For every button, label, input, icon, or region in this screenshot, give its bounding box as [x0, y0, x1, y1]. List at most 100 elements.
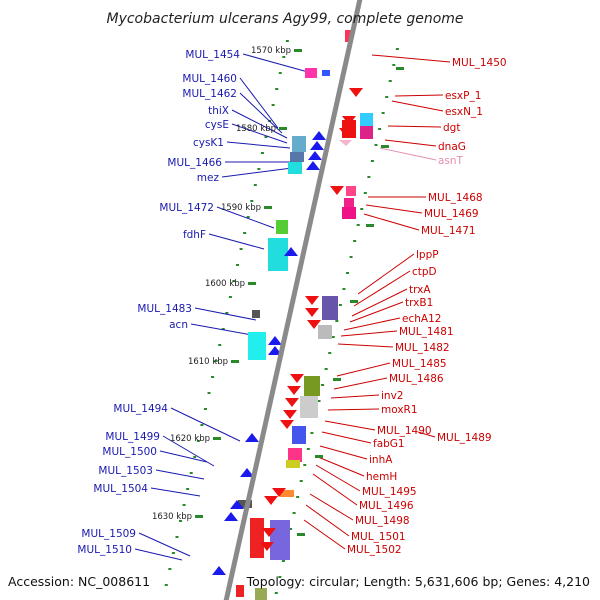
gene-feature: [288, 448, 302, 462]
gene-label-right: hemH: [366, 471, 397, 483]
gene-arrow-reverse: [339, 140, 352, 146]
pointer-line: [417, 431, 436, 438]
gene-feature: [304, 376, 320, 396]
minor-tick: [207, 392, 211, 394]
gene-label-right: MUL_1482: [395, 342, 450, 354]
gene-feature: [280, 490, 294, 497]
minor-tick: [346, 272, 350, 274]
minor-tick: [342, 288, 346, 290]
gene-label-left: MUL_1504: [93, 483, 148, 495]
gene-label-right: MUL_1471: [421, 225, 476, 237]
gene-label-right: asnT: [438, 155, 464, 167]
minor-tick: [374, 144, 378, 146]
major-tick: [297, 533, 305, 536]
pointer-line: [319, 445, 368, 460]
minor-tick: [239, 248, 243, 250]
pointer-line: [221, 167, 293, 178]
gene-label-left: thiX: [208, 105, 229, 117]
pointer-line: [150, 487, 201, 497]
gene-label-left: MUL_1466: [167, 157, 222, 169]
minor-tick: [189, 472, 193, 474]
gene-label-left: MUL_1483: [137, 303, 192, 315]
minor-tick: [392, 64, 396, 66]
gene-label-right: MUL_1490: [377, 425, 432, 437]
gene-feature: [305, 68, 317, 78]
gene-label-left: cysK1: [193, 137, 224, 149]
genome-summary-text: Topology: circular; Length: 5,631,606 bp…: [246, 574, 590, 589]
minor-tick: [388, 80, 392, 82]
gene-arrow-reverse: [264, 496, 278, 505]
minor-tick: [289, 528, 293, 530]
pointer-line: [349, 301, 404, 323]
gene-label-left: fdhF: [183, 229, 206, 241]
kbp-scale: 1570 kbp 1580 kbp 1590 kbp 1600 kbp 1610 kbp…: [152, 46, 404, 536]
gene-arrow-forward: [284, 247, 298, 256]
minor-tick: [321, 384, 325, 386]
gene-label-right: MUL_1502: [347, 544, 402, 556]
gene-label-right: MUL_1450: [452, 57, 507, 69]
gene-label-left: MUL_1509: [81, 528, 136, 540]
minor-tick: [299, 480, 303, 482]
gene-arrow-forward: [268, 336, 282, 345]
gene-feature: [322, 296, 338, 320]
gene-label-right: moxR1: [381, 404, 418, 416]
gene-arrow-reverse: [272, 488, 286, 497]
pointer-line: [231, 123, 288, 144]
minor-tick: [331, 336, 335, 338]
gene-label-right: lppP: [416, 249, 439, 261]
gene-label-right: trxA: [409, 284, 431, 296]
gene-label-right: esxP_1: [445, 90, 481, 102]
gene-arrow-reverse: [290, 374, 304, 383]
pointer-line: [394, 94, 444, 97]
minor-tick: [360, 208, 364, 210]
minor-tick: [363, 192, 367, 194]
pointer-line: [384, 139, 437, 147]
minor-tick: [271, 104, 275, 106]
major-tick: [333, 378, 341, 381]
minor-tick: [328, 352, 332, 354]
gene-label-right: MUL_1481: [399, 326, 454, 338]
gene-feature: [238, 500, 252, 508]
minor-tick: [275, 88, 279, 90]
minor-tick: [356, 224, 360, 226]
gene-label-right: MUL_1489: [437, 432, 492, 444]
gene-arrow-forward: [245, 433, 259, 442]
pointer-line: [317, 456, 365, 477]
minor-tick: [257, 168, 261, 170]
gene-feature: [342, 207, 356, 219]
kbp-label: 1600 kbp: [205, 279, 245, 289]
gene-label-right: ctpD: [412, 266, 437, 278]
pointer-line: [134, 548, 183, 561]
minor-tick: [303, 464, 307, 466]
minor-tick: [175, 536, 179, 538]
gene-arrow-reverse: [330, 186, 344, 195]
pointer-line: [312, 473, 358, 506]
pointer-line: [371, 54, 451, 63]
minor-tick: [296, 496, 300, 498]
gene-feature: [250, 518, 264, 558]
major-tick: [350, 300, 358, 303]
pointer-line: [159, 450, 208, 463]
gene-feature: [268, 238, 288, 271]
gene-feature: [300, 396, 318, 418]
gene-arrow-reverse: [339, 128, 353, 137]
pointer-line: [226, 141, 291, 149]
pointer-line: [324, 420, 376, 431]
minor-tick: [243, 232, 247, 234]
gene-label-right: inv2: [381, 390, 403, 402]
pointer-line: [155, 469, 205, 480]
gene-feature: [236, 585, 244, 597]
gene-arrow-reverse: [307, 320, 321, 329]
pointer-line: [357, 253, 415, 295]
gene-arrow-reverse: [287, 386, 301, 395]
gene-feature: [292, 426, 306, 444]
kbp-label: 1630 kbp: [152, 512, 192, 522]
minor-tick: [164, 584, 168, 586]
gene-label-left: acn: [169, 319, 188, 331]
gene-label-left: MUL_1472: [159, 202, 214, 214]
minor-tick: [221, 328, 225, 330]
minor-tick: [381, 112, 385, 114]
gene-feature: [248, 332, 266, 360]
